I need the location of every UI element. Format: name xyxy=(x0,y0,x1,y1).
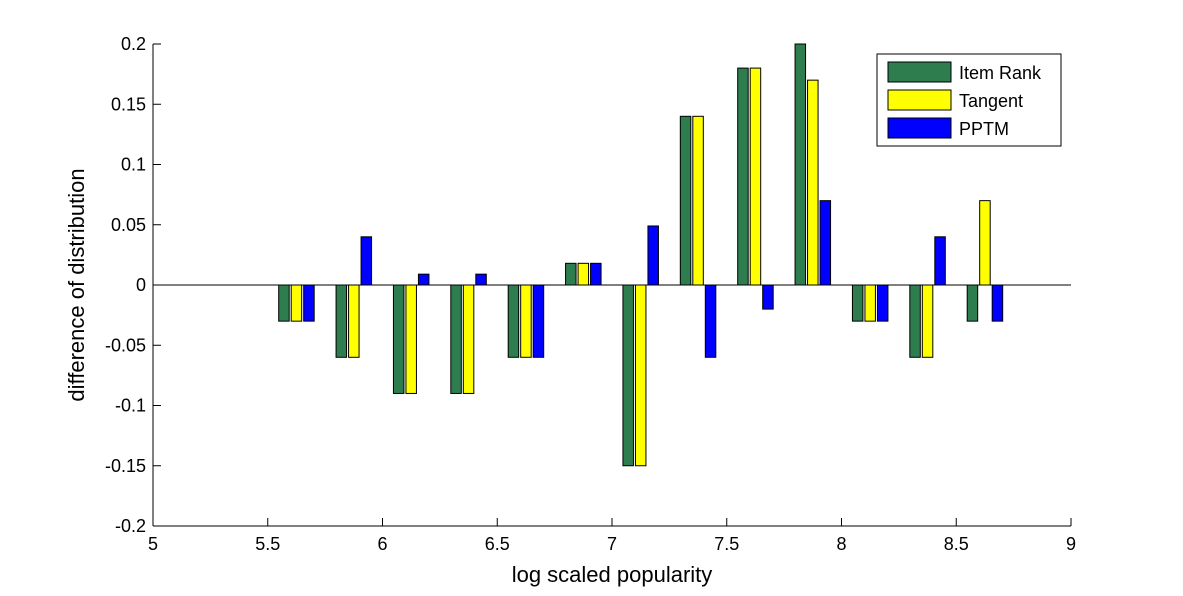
y-tick-label: 0.05 xyxy=(111,215,146,235)
bar-tangent-12 xyxy=(979,200,991,286)
bar-item-rank-6 xyxy=(622,284,634,467)
y-tick-label: 0.15 xyxy=(111,94,146,114)
bar-item-rank-1 xyxy=(335,284,348,358)
bar-item-rank-4 xyxy=(507,284,520,358)
bar-tangent-5 xyxy=(577,262,590,286)
x-tick-label: 6.5 xyxy=(485,534,510,554)
bar-item-rank-11 xyxy=(909,284,921,358)
bar-item-rank-12 xyxy=(966,284,979,322)
y-tick-label: -0.2 xyxy=(115,516,146,536)
bar-tangent-8 xyxy=(749,67,762,286)
bar-tangent-10 xyxy=(864,284,876,322)
x-tick-label: 7.5 xyxy=(714,534,739,554)
legend-swatch-pptm xyxy=(887,117,952,139)
bar-tangent-7 xyxy=(692,115,704,286)
x-tick-label: 5.5 xyxy=(255,534,280,554)
bar-item-rank-0 xyxy=(278,284,290,322)
bar-pptm-12 xyxy=(991,284,1004,322)
bar-tangent-1 xyxy=(348,284,360,358)
bar-tangent-11 xyxy=(921,284,934,358)
bar-pptm-0 xyxy=(303,284,315,322)
y-tick-label: -0.05 xyxy=(105,335,146,355)
bar-pptm-10 xyxy=(876,284,889,322)
x-tick-label: 5 xyxy=(148,534,158,554)
y-tick-label: 0.1 xyxy=(121,155,146,175)
bar-pptm-8 xyxy=(762,284,774,310)
legend-label-tangent: Tangent xyxy=(959,91,1023,111)
bar-item-rank-8 xyxy=(737,67,749,286)
bar-tangent-0 xyxy=(290,284,303,322)
bar-item-rank-9 xyxy=(794,43,807,286)
bar-tangent-4 xyxy=(520,284,532,358)
bar-pptm-2 xyxy=(417,273,430,286)
bar-pptm-7 xyxy=(704,284,717,358)
y-tick-label: -0.1 xyxy=(115,396,146,416)
x-axis-label: log scaled popularity xyxy=(512,562,713,587)
bar-pptm-9 xyxy=(819,200,832,286)
x-tick-label: 9 xyxy=(1066,534,1076,554)
bar-tangent-2 xyxy=(405,284,417,394)
legend-swatch-item-rank xyxy=(887,61,952,83)
axes-group: 5 5.5 6 6.5 7 7.5 8 8.5 9 -0.2 -0.15 -0.1 -0.05 0 0.05… xyxy=(105,34,1076,554)
x-tick-label: 6 xyxy=(377,534,387,554)
bar-pptm-3 xyxy=(475,273,487,286)
y-axis-label: difference of distribution xyxy=(64,168,89,401)
x-tick-label: 8 xyxy=(836,534,846,554)
bar-tangent-3 xyxy=(462,284,475,394)
bar-tangent-6 xyxy=(634,284,647,467)
bar-pptm-5 xyxy=(590,262,602,286)
bar-pptm-4 xyxy=(532,284,545,358)
bar-tangent-9 xyxy=(807,79,819,286)
bar-item-rank-10 xyxy=(851,284,864,322)
bar-item-rank-2 xyxy=(392,284,405,394)
legend-label-item-rank: Item Rank xyxy=(959,63,1042,83)
legend: Item Rank Tangent PPTM xyxy=(876,53,1062,147)
legend-swatch-tangent xyxy=(887,89,952,111)
y-tick-label: 0.2 xyxy=(121,34,146,54)
y-tick-label: -0.15 xyxy=(105,456,146,476)
y-tick-label: 0 xyxy=(136,275,146,295)
x-tick-label: 7 xyxy=(607,534,617,554)
bar-item-rank-5 xyxy=(565,262,577,286)
bar-item-rank-3 xyxy=(450,284,462,394)
bar-pptm-1 xyxy=(360,236,373,286)
bar-pptm-6 xyxy=(647,225,659,286)
bar-item-rank-7 xyxy=(679,115,692,286)
legend-label-pptm: PPTM xyxy=(959,119,1009,139)
x-tick-label: 8.5 xyxy=(944,534,969,554)
bar-pptm-11 xyxy=(934,236,946,286)
